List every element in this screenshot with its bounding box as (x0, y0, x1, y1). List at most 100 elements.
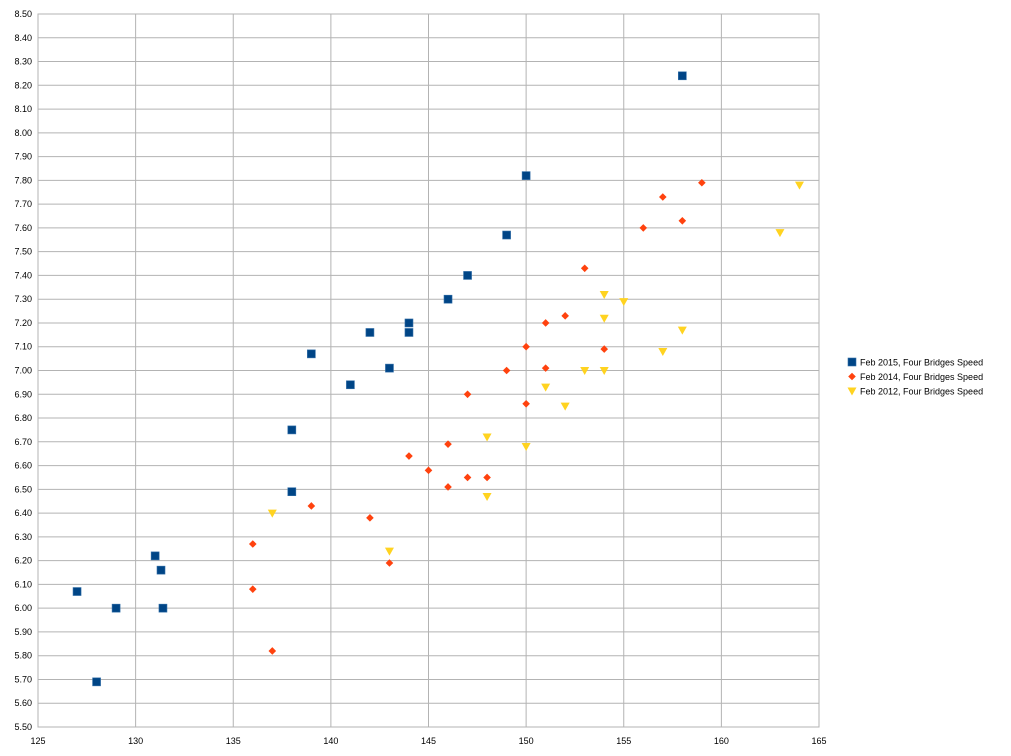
data-point (678, 216, 687, 225)
data-point (463, 390, 472, 399)
x-tick-label: 145 (421, 736, 436, 746)
y-tick-label: 7.80 (14, 175, 32, 185)
legend-marker-1 (847, 357, 857, 367)
y-tick-label: 5.80 (14, 651, 32, 661)
data-point (267, 509, 277, 518)
y-tick-label: 6.60 (14, 461, 32, 471)
data-point (794, 181, 804, 190)
series-3 (267, 181, 804, 556)
data-point (599, 314, 609, 323)
data-point (346, 380, 355, 390)
data-point (404, 318, 414, 328)
data-point (600, 345, 609, 353)
data-point (287, 425, 297, 435)
data-point (502, 366, 511, 375)
data-point (92, 677, 101, 687)
x-tick-label: 155 (616, 736, 631, 746)
x-tick-label: 125 (30, 736, 45, 746)
data-point (384, 547, 394, 556)
y-tick-label: 6.70 (14, 437, 32, 447)
data-point (404, 328, 414, 337)
data-point (307, 349, 316, 359)
x-tick-label: 165 (811, 736, 826, 746)
plot-area-frame (37, 13, 820, 728)
y-tick-label: 5.70 (14, 674, 32, 684)
y-tick-label: 7.20 (14, 318, 32, 328)
data-point (307, 502, 316, 510)
y-tick-label: 6.10 (14, 579, 32, 589)
data-point (522, 399, 530, 408)
y-tick-label: 6.20 (14, 556, 32, 566)
data-point (521, 443, 531, 452)
y-tick-label: 8.10 (14, 104, 32, 114)
data-point (522, 342, 530, 351)
y-tick-label: 6.90 (14, 389, 32, 399)
x-axis-tick-labels: 125 130 135 140 145 150 155 160 165 (30, 736, 826, 746)
data-point (72, 587, 82, 596)
y-tick-label: 7.50 (14, 247, 32, 257)
x-tick-label: 160 (714, 736, 729, 746)
data-point (659, 193, 667, 201)
legend-marker-3 (847, 387, 857, 396)
data-point (156, 565, 166, 575)
data-point (483, 473, 491, 482)
data-point (599, 367, 609, 375)
data-point (561, 312, 569, 320)
data-point (248, 585, 257, 593)
data-point (502, 230, 511, 240)
x-tick-label: 130 (128, 736, 143, 746)
y-tick-label: 7.10 (14, 342, 32, 352)
y-tick-label: 6.40 (14, 508, 32, 518)
data-point (775, 229, 785, 238)
y-tick-label: 6.50 (14, 484, 32, 494)
data-point (287, 487, 297, 497)
x-tick-label: 140 (323, 736, 338, 746)
y-tick-label: 7.90 (14, 152, 32, 162)
y-tick-label: 8.40 (14, 33, 32, 43)
data-point (150, 551, 160, 561)
data-point (385, 363, 394, 373)
y-tick-label: 5.60 (14, 698, 32, 708)
y-tick-label: 7.40 (14, 270, 32, 280)
data-point (580, 264, 589, 273)
data-point (560, 402, 570, 411)
data-point (463, 473, 472, 482)
data-point (639, 224, 648, 232)
y-tick-label: 6.80 (14, 413, 32, 423)
data-point (541, 319, 550, 327)
data-point (158, 603, 168, 613)
grid (37, 13, 820, 728)
data-point (385, 559, 394, 567)
data-point (678, 71, 687, 81)
y-tick-label: 8.00 (14, 128, 32, 138)
y-tick-label: 7.30 (14, 294, 32, 304)
data-point (463, 271, 472, 280)
y-tick-label: 8.30 (14, 57, 32, 67)
legend: Feb 2015, Four Bridges Speed Feb 2014, Fo… (847, 357, 983, 397)
data-point (677, 326, 687, 335)
data-point (698, 178, 706, 187)
data-point (366, 514, 374, 522)
y-tick-label: 6.00 (14, 603, 32, 613)
legend-marker-2 (848, 372, 856, 381)
data-point (658, 347, 668, 356)
data-points (72, 71, 804, 687)
data-point (444, 483, 452, 491)
legend-label-2: Feb 2014, Four Bridges Speed (860, 372, 983, 382)
y-tick-label: 5.90 (14, 627, 32, 637)
data-point (405, 452, 413, 460)
legend-label-1: Feb 2015, Four Bridges Speed (860, 358, 983, 368)
data-point (521, 171, 531, 180)
y-axis-tick-labels: 5.50 5.60 5.70 5.80 5.90 6.00 6.10 6.20 6.30 6.40… (14, 9, 32, 732)
data-point (580, 367, 590, 375)
x-tick-label: 135 (226, 736, 241, 746)
y-tick-label: 8.20 (14, 80, 32, 90)
data-point (482, 433, 492, 442)
data-point (444, 440, 452, 448)
y-tick-label: 7.00 (14, 366, 32, 376)
y-tick-label: 7.70 (14, 199, 32, 209)
x-tick-label: 150 (519, 736, 534, 746)
data-point (365, 328, 375, 337)
y-tick-label: 7.60 (14, 223, 32, 233)
